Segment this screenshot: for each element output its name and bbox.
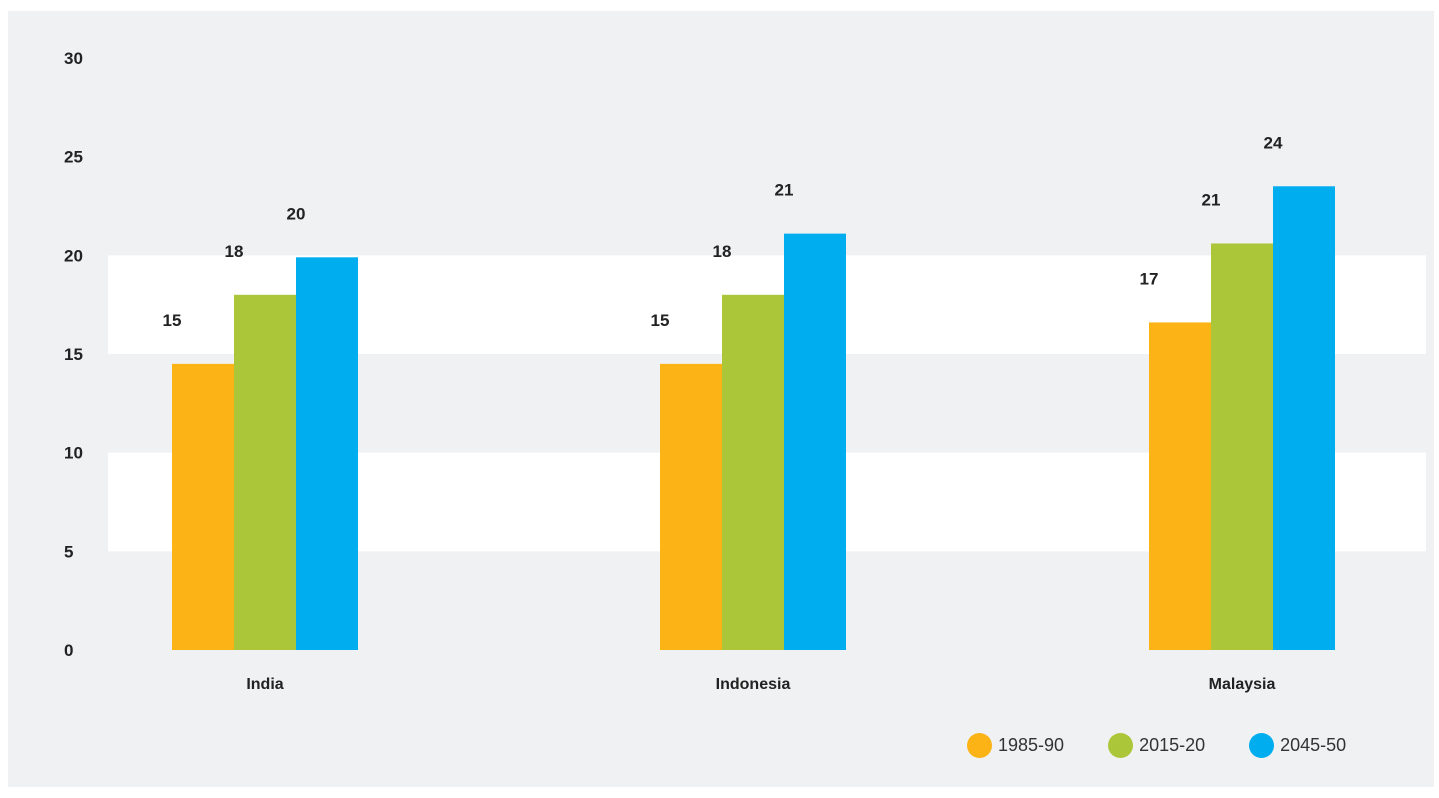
bars [172, 186, 1335, 651]
y-tick-label: 5 [64, 542, 73, 561]
legend-item-2015-20: 2015-20 [1108, 733, 1205, 758]
category-label: India [246, 676, 283, 693]
bar-2045-50-Indonesia [784, 233, 846, 651]
data-label: 18 [225, 242, 244, 261]
data-label: 17 [1140, 269, 1159, 288]
legend-item-2045-50: 2045-50 [1249, 733, 1346, 758]
category-labels: India Indonesia Malaysia [246, 676, 1275, 693]
legend-swatch-1985-90 [967, 733, 992, 758]
y-axis-ticks: 0 5 10 15 20 25 30 [64, 49, 83, 660]
legend: 1985-90 2015-20 2045-50 [967, 733, 1346, 758]
y-tick-label: 0 [64, 641, 73, 660]
data-label: 15 [163, 311, 182, 330]
bar-1985-90-India [172, 363, 234, 650]
bar-2015-20-Indonesia [722, 294, 784, 650]
data-label: 21 [775, 181, 794, 200]
category-label: Malaysia [1209, 676, 1276, 693]
y-tick-label: 10 [64, 444, 83, 463]
bar-2045-50-Malaysia [1273, 186, 1335, 650]
category-label: Indonesia [716, 676, 791, 693]
y-tick-label: 15 [64, 345, 83, 364]
bar-1985-90-Indonesia [660, 363, 722, 650]
data-label: 18 [713, 242, 732, 261]
legend-label-2045-50: 2045-50 [1280, 735, 1347, 755]
y-tick-label: 20 [64, 246, 83, 265]
y-tick-label: 30 [64, 49, 83, 68]
bar-2015-20-India [234, 294, 296, 650]
legend-swatch-2045-50 [1249, 733, 1275, 758]
legend-label-1985-90: 1985-90 [998, 735, 1065, 755]
data-labels: 15 18 20 15 18 21 17 21 24 [163, 133, 1283, 330]
bar-2045-50-India [296, 257, 358, 650]
data-label: 24 [1264, 133, 1283, 152]
data-label: 20 [287, 204, 306, 223]
legend-swatch-2015-20 [1108, 733, 1134, 758]
data-label: 21 [1202, 190, 1221, 209]
data-label: 15 [651, 311, 670, 330]
legend-label-2015-20: 2015-20 [1139, 735, 1206, 755]
bar-2015-20-Malaysia [1211, 243, 1273, 650]
bar-1985-90-Malaysia [1149, 322, 1211, 650]
y-tick-label: 25 [64, 148, 83, 167]
legend-item-1985-90: 1985-90 [967, 733, 1064, 758]
